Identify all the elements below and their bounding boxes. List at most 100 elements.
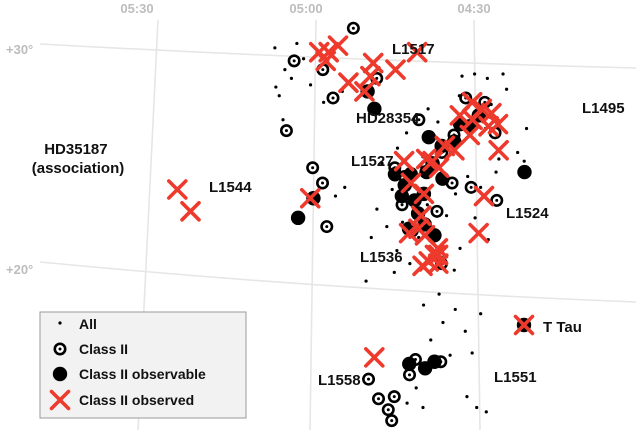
class-ii-observed-point (393, 150, 415, 172)
region-label-multiline: HD35187 (association) (32, 141, 125, 177)
all-point (516, 150, 520, 155)
region-label-line: HD35187 (44, 141, 107, 158)
class-ii-point-core (321, 181, 325, 185)
class-ii-observed-point (481, 102, 502, 124)
all-point (277, 94, 281, 98)
dec-tick-label: +20° (6, 262, 33, 277)
class-ii-point-core (351, 26, 355, 30)
all-point (460, 74, 464, 78)
region-label: T Tau (543, 319, 582, 336)
legend: All Class II Class II observable Class I… (39, 311, 247, 419)
class-ii-observed-point (167, 179, 188, 200)
class-ii-observed-point (422, 150, 443, 172)
class-ii-point-core (311, 166, 315, 170)
ra-tick-label: 05:30 (120, 1, 153, 16)
class-ii-observable-point (427, 354, 442, 369)
legend-class-ii-observed-symbol (49, 389, 71, 411)
all-point (400, 220, 405, 224)
all-point (274, 85, 278, 89)
all-point (524, 126, 529, 131)
all-point (501, 72, 505, 76)
series-class-ii-observed (167, 35, 509, 368)
region-label: L1551 (494, 369, 537, 386)
all-point (425, 203, 429, 207)
all-point (322, 100, 326, 104)
class-ii-observed-point (449, 105, 471, 126)
class-ii-point-core (325, 225, 329, 229)
all-point (466, 174, 470, 179)
class-ii-observed-point (364, 347, 385, 368)
all-point (283, 68, 287, 72)
all-point (301, 57, 306, 61)
ra-tick-label: 05:00 (289, 1, 322, 16)
all-point (429, 338, 433, 342)
class-ii-observed-point (412, 255, 433, 277)
all-point (421, 303, 426, 307)
class-ii-observed-point (354, 81, 375, 102)
class-ii-observed-point (413, 183, 435, 205)
all-point (58, 321, 62, 325)
class-ii-point-core (392, 395, 396, 399)
region-label: L1544 (209, 179, 252, 196)
class-ii-observed-point (487, 113, 509, 135)
class-ii-point-core (495, 198, 499, 202)
class-ii-point-core (417, 118, 421, 122)
all-point (453, 307, 457, 312)
all-point (405, 401, 409, 405)
all-point (369, 235, 373, 240)
class-ii-point-core (284, 129, 288, 133)
class-ii-observed-point (406, 41, 428, 63)
all-point (295, 41, 299, 46)
class-ii-point-core (435, 209, 439, 213)
class-ii-observed-point (327, 35, 349, 56)
class-ii-point-core (321, 68, 325, 72)
t-tau-cross (513, 314, 535, 336)
all-point (453, 192, 458, 196)
all-point (380, 161, 384, 165)
legend-entry: Class II observable (79, 366, 206, 382)
class-ii-point-core (400, 203, 404, 207)
all-point (308, 83, 313, 87)
all-point (470, 351, 474, 355)
all-point (395, 146, 400, 150)
legend-box (39, 311, 247, 419)
class-ii-observable-point (421, 130, 436, 145)
all-point (504, 87, 509, 91)
all-point (448, 353, 452, 357)
all-point (458, 246, 462, 250)
all-point (465, 395, 469, 399)
class-ii-observed-point (468, 222, 489, 244)
region-label: L1558 (318, 372, 361, 389)
region-label-line: (association) (32, 160, 125, 177)
region-label: L1517 (392, 41, 435, 58)
all-point (522, 159, 526, 163)
class-ii-observed-point (415, 148, 437, 170)
class-ii-observable-point (360, 84, 375, 99)
class-ii-point-core (377, 397, 381, 401)
class-ii-observed-point (338, 72, 359, 93)
legend-symbols (49, 321, 71, 411)
class-ii-point-core (367, 377, 371, 381)
class-ii-observed-point (488, 139, 509, 161)
all-point (452, 268, 456, 272)
class-ii-observed-point (299, 187, 321, 209)
all-point (404, 131, 409, 135)
all-point (395, 248, 399, 253)
class-ii-observable-point (306, 191, 321, 206)
all-point (473, 72, 477, 76)
class-ii-observed-point (434, 135, 456, 157)
class-ii-observable-point (290, 210, 306, 226)
all-point (475, 405, 479, 410)
all-point (392, 270, 396, 274)
class-ii-point-core (450, 181, 454, 185)
class-ii-observable-point (394, 188, 410, 204)
all-point (494, 170, 498, 174)
all-point (497, 157, 501, 161)
region-label: L1524 (506, 205, 549, 222)
ra-line-0430 (473, 19, 481, 430)
all-point (333, 194, 338, 198)
all-point (385, 224, 389, 229)
dec-line-20 (39, 261, 636, 303)
class-ii-observable-point (407, 193, 422, 208)
